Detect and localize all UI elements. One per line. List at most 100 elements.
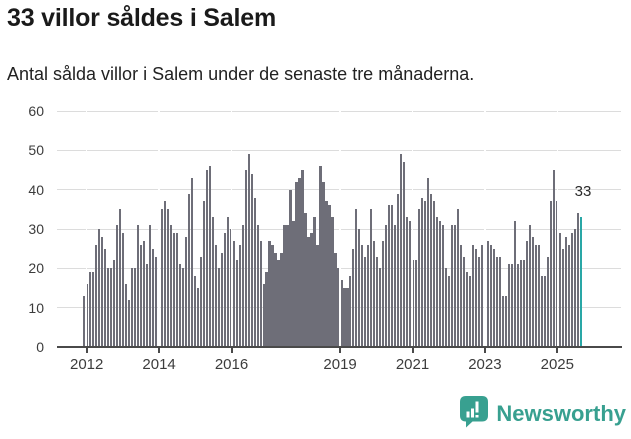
bar: [175, 232, 178, 347]
bar: [259, 240, 262, 347]
x-tick-label: 2023: [468, 356, 502, 373]
bar: [469, 276, 472, 347]
bar: [190, 177, 193, 347]
bar: [439, 221, 442, 347]
highlighted-bar: [579, 217, 583, 347]
bar: [307, 236, 310, 347]
bar: [232, 240, 235, 347]
bar: [451, 225, 454, 347]
year-divider: [339, 111, 341, 347]
bar: [100, 236, 103, 347]
gridline: [57, 110, 621, 112]
bar: [352, 248, 355, 347]
year-divider: [158, 111, 160, 347]
bar: [169, 225, 172, 347]
bar: [88, 272, 91, 347]
bar: [277, 260, 280, 347]
bar: [265, 272, 268, 347]
bar: [382, 240, 385, 347]
bar: [564, 236, 568, 347]
bar: [394, 225, 397, 347]
bar: [220, 252, 223, 347]
bar: [573, 229, 577, 347]
bar: [340, 280, 343, 347]
bar: [493, 248, 496, 347]
bar: [457, 209, 460, 347]
bar: [295, 181, 298, 347]
bar: [454, 225, 457, 347]
bar: [163, 201, 166, 347]
bar: [415, 260, 418, 347]
plot-area: [57, 110, 621, 347]
bar: [559, 232, 562, 347]
bar: [271, 244, 274, 347]
bar: [109, 268, 112, 347]
bar: [268, 240, 271, 347]
bar: [358, 229, 361, 347]
bar: [238, 244, 241, 347]
bar: [448, 276, 451, 347]
bar: [322, 181, 325, 347]
bar: [91, 272, 94, 347]
bar: [154, 256, 157, 347]
bar: [112, 260, 115, 347]
bar: [235, 260, 238, 347]
bar: [367, 244, 370, 347]
axis-tick: [339, 348, 342, 353]
page-title: 33 villor såldes i Salem: [7, 4, 276, 32]
bar: [223, 232, 226, 347]
bar: [436, 217, 439, 347]
x-tick-label: 2012: [70, 356, 104, 373]
bar: [250, 173, 253, 347]
x-axis-line: [57, 346, 622, 348]
bar: [463, 256, 466, 347]
bar: [226, 217, 229, 347]
bar: [211, 217, 214, 347]
bar: [283, 225, 286, 347]
bar: [570, 232, 574, 347]
axis-tick: [230, 348, 233, 353]
bar: [139, 244, 142, 347]
x-tick-label: 2019: [323, 356, 357, 373]
bar: [478, 256, 481, 347]
bar: [355, 209, 358, 347]
bar: [316, 244, 319, 347]
bar: [388, 205, 391, 347]
gridline: [57, 267, 621, 269]
bar: [541, 276, 544, 347]
y-tick-label: 20: [28, 260, 44, 277]
bar: [325, 201, 328, 347]
bar: [148, 225, 151, 347]
bar: [136, 225, 139, 347]
bar: [499, 256, 502, 347]
bar: [172, 232, 175, 347]
bar: [496, 256, 499, 347]
bar: [487, 240, 490, 347]
bar: [205, 170, 208, 347]
x-tick-label: 2014: [142, 356, 176, 373]
bar: [406, 217, 409, 347]
bar: [502, 295, 505, 347]
bar: [262, 284, 265, 347]
last-value-label: 33: [574, 183, 592, 200]
bar: [385, 225, 388, 347]
bar: [505, 295, 508, 347]
gridline: [57, 149, 621, 151]
bar: [103, 248, 106, 347]
y-tick-label: 50: [28, 142, 44, 159]
bar: [178, 264, 181, 347]
bar: [535, 244, 538, 347]
bar: [274, 252, 277, 347]
bar: [196, 288, 199, 347]
bar: [202, 201, 205, 347]
bar: [391, 205, 394, 347]
bar: [184, 236, 187, 347]
bar: [121, 232, 124, 347]
y-tick-label: 40: [28, 181, 44, 198]
bar: [214, 244, 217, 347]
bar: [567, 244, 571, 347]
bar: [289, 189, 292, 347]
bar: [181, 268, 184, 347]
bar: [427, 177, 430, 347]
